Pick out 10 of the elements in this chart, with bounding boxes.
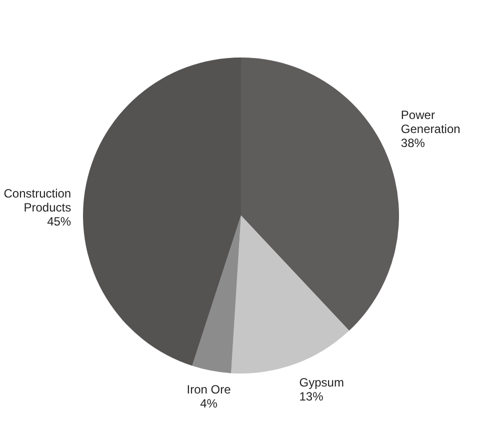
slice-label: Power Generation <box>400 108 460 136</box>
data-label: 13% <box>299 389 324 404</box>
slice-label: Construction Products <box>4 186 72 215</box>
data-label: 45% <box>47 214 72 229</box>
pie-slice <box>231 216 350 374</box>
slice-label: Iron Ore <box>186 382 232 396</box>
data-label: 38% <box>400 136 426 150</box>
slice-label: Gypsum <box>299 375 344 390</box>
data-label: 4% <box>200 396 218 410</box>
pie-slice <box>192 216 241 374</box>
